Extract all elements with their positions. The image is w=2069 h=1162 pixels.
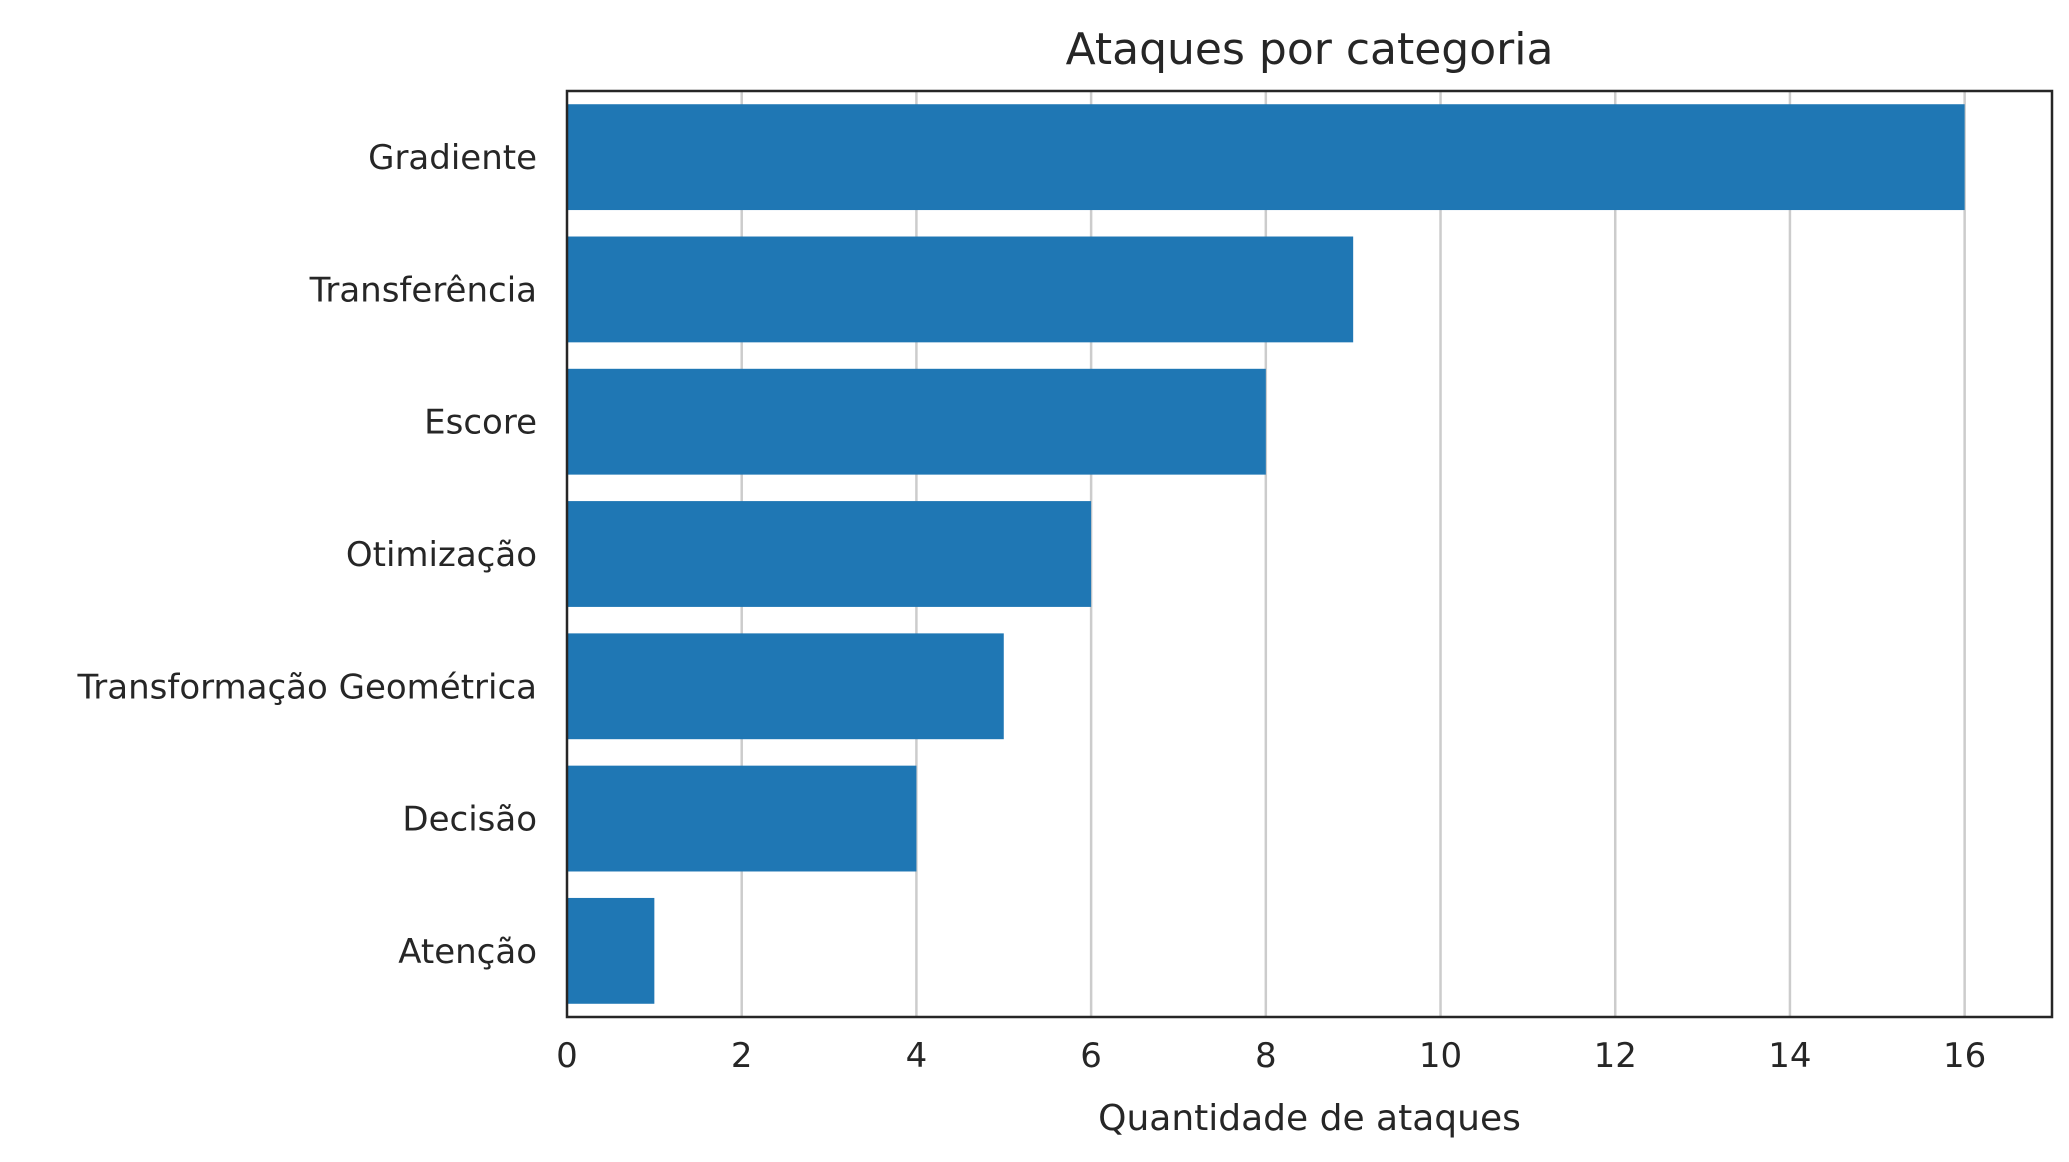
y-category-label: Decisão [402,800,537,840]
x-tick-label: 6 [1080,1036,1102,1076]
bar [567,501,1092,607]
bar [567,368,1266,475]
y-category-label: Atenção [398,932,537,972]
chart-title: Ataques por categoria [1066,24,1554,75]
bar [567,104,1965,211]
bar [567,236,1354,343]
y-category-label: Transferência [309,270,537,310]
bar [567,897,655,1004]
x-tick-label: 12 [1594,1036,1637,1076]
x-tick-label: 2 [731,1036,753,1076]
bar [567,633,1004,740]
x-tick-label: 16 [1943,1036,1986,1076]
x-tick-label: 10 [1419,1036,1462,1076]
y-category-label: Otimização [346,535,537,575]
y-category-label: Transformação Geométrica [77,667,537,707]
y-category-label: Escore [424,403,537,443]
x-axis-ticks: 0 2 4 6 8 10 12 14 16 [556,1036,1986,1076]
x-tick-label: 14 [1768,1036,1811,1076]
x-tick-label: 4 [906,1036,928,1076]
y-category-label: Gradiente [368,138,537,178]
plot-frame [565,89,2054,1019]
x-axis-label: Quantidade de ataques [1098,1098,1521,1139]
bars [567,104,1965,1004]
bar [567,765,917,872]
y-axis-categories: Gradiente Transferência Escore Otimização Tr… [77,138,537,972]
x-tick-label: 8 [1255,1036,1277,1076]
x-tick-label: 0 [556,1036,578,1076]
